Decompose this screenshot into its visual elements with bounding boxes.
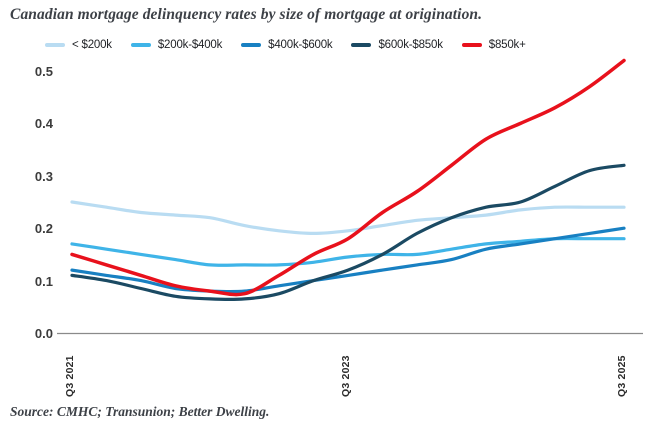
series-line-400k-600k — [70, 226, 626, 294]
y-axis-tick-label: 0.3 — [34, 168, 53, 184]
legend-item-400k-600k: $400k-$600k — [241, 39, 333, 51]
legend-swatch-under-200k — [45, 43, 65, 47]
legend-label: < $200k — [72, 39, 112, 51]
x-axis-tick-label: Q3 2021 — [64, 355, 76, 397]
legend: < $200k $200k-$400k $400k-$600k $600k-$8… — [45, 39, 526, 51]
x-axis-tick-label: Q3 2025 — [616, 355, 628, 397]
legend-label: $600k-$850k — [378, 39, 443, 51]
y-axis-tick-label: 0.4 — [34, 116, 53, 131]
legend-label: $200k-$400k — [157, 39, 223, 51]
chart-title: Canadian mortgage delinquency rates by s… — [10, 6, 483, 23]
series-line-850k — [70, 58, 626, 297]
legend-swatch-850k-plus — [461, 43, 482, 47]
legend-swatch-400k-600k — [241, 43, 262, 47]
legend-item-850k-plus: $850k+ — [461, 39, 526, 51]
series-line-200k-400k — [70, 236, 626, 267]
y-axis-tick-label: 0.1 — [34, 273, 53, 289]
legend-label: $400k-$600k — [268, 39, 333, 51]
y-axis-tick-label: 0.5 — [34, 63, 53, 79]
legend-label: $850k+ — [488, 39, 526, 51]
series-line-200k — [70, 200, 626, 235]
x-axis-tick-label: Q3 2023 — [340, 355, 352, 397]
source-note: Source: CMHC; Transunion; Better Dwellin… — [10, 404, 270, 419]
y-axis-tick-label: 0.2 — [34, 221, 53, 236]
legend-item-under-200k: < $200k — [45, 39, 112, 51]
legend-swatch-600k-850k — [351, 43, 372, 47]
legend-item-200k-400k: $200k-$400k — [130, 39, 223, 51]
series-line-600k-850k — [70, 163, 626, 302]
legend-swatch-200k-400k — [130, 43, 151, 47]
y-axis-tick-label: 0.0 — [34, 325, 53, 341]
legend-item-600k-850k: $600k-$850k — [351, 39, 443, 51]
